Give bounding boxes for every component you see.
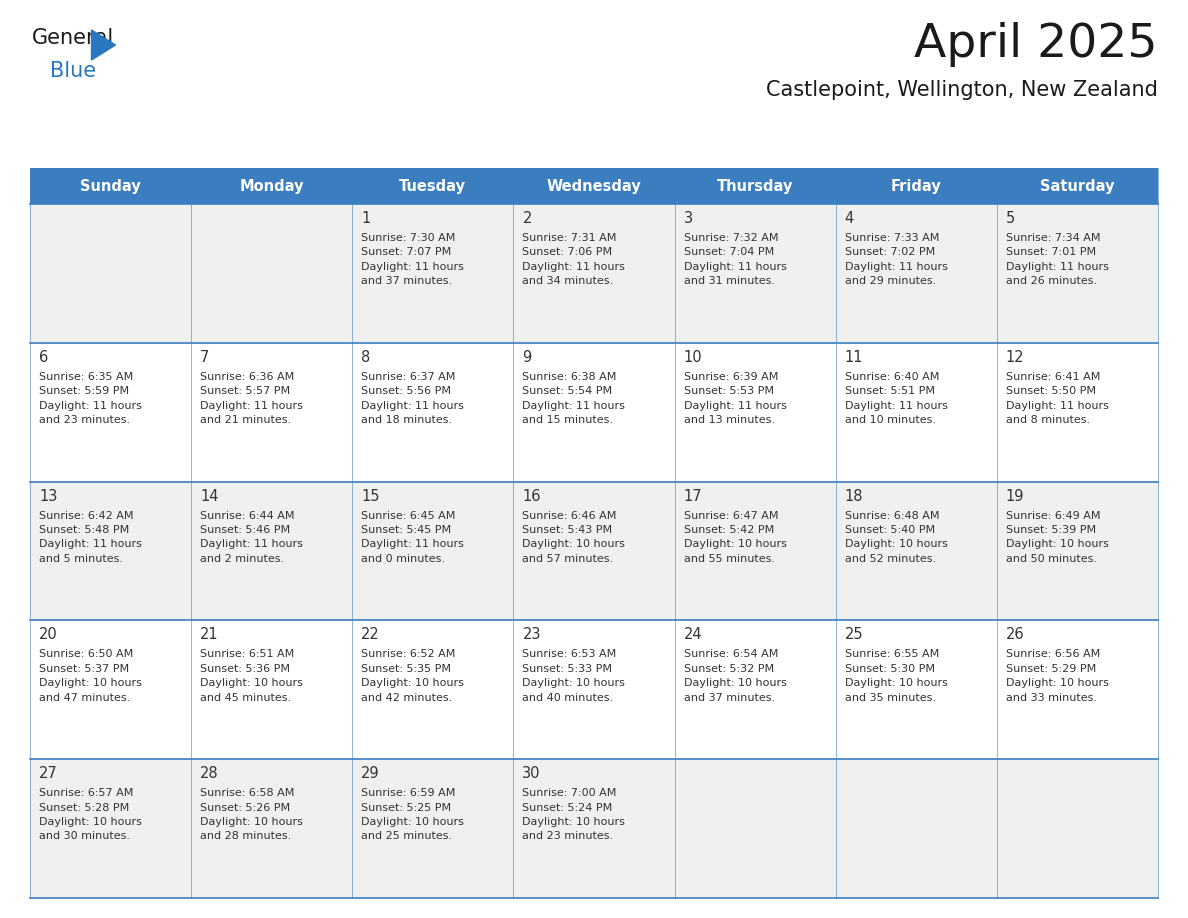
Text: General: General [32, 28, 114, 48]
Text: 14: 14 [200, 488, 219, 504]
Text: 25: 25 [845, 627, 864, 643]
Text: Sunrise: 6:45 AM
Sunset: 5:45 PM
Daylight: 11 hours
and 0 minutes.: Sunrise: 6:45 AM Sunset: 5:45 PM Dayligh… [361, 510, 465, 564]
Text: 9: 9 [523, 350, 532, 364]
Text: Sunrise: 6:50 AM
Sunset: 5:37 PM
Daylight: 10 hours
and 47 minutes.: Sunrise: 6:50 AM Sunset: 5:37 PM Dayligh… [39, 649, 141, 702]
Text: 12: 12 [1006, 350, 1024, 364]
Text: Sunrise: 6:57 AM
Sunset: 5:28 PM
Daylight: 10 hours
and 30 minutes.: Sunrise: 6:57 AM Sunset: 5:28 PM Dayligh… [39, 789, 141, 842]
Text: 27: 27 [39, 767, 58, 781]
Text: 16: 16 [523, 488, 541, 504]
Text: Sunrise: 6:36 AM
Sunset: 5:57 PM
Daylight: 11 hours
and 21 minutes.: Sunrise: 6:36 AM Sunset: 5:57 PM Dayligh… [200, 372, 303, 425]
Text: 30: 30 [523, 767, 541, 781]
Text: Sunrise: 6:46 AM
Sunset: 5:43 PM
Daylight: 10 hours
and 57 minutes.: Sunrise: 6:46 AM Sunset: 5:43 PM Dayligh… [523, 510, 625, 564]
Text: Friday: Friday [891, 178, 942, 194]
Text: April 2025: April 2025 [915, 22, 1158, 67]
Text: Sunrise: 6:42 AM
Sunset: 5:48 PM
Daylight: 11 hours
and 5 minutes.: Sunrise: 6:42 AM Sunset: 5:48 PM Dayligh… [39, 510, 141, 564]
Text: Sunrise: 6:37 AM
Sunset: 5:56 PM
Daylight: 11 hours
and 18 minutes.: Sunrise: 6:37 AM Sunset: 5:56 PM Dayligh… [361, 372, 465, 425]
Text: 17: 17 [683, 488, 702, 504]
Text: Sunrise: 6:58 AM
Sunset: 5:26 PM
Daylight: 10 hours
and 28 minutes.: Sunrise: 6:58 AM Sunset: 5:26 PM Dayligh… [200, 789, 303, 842]
Text: Castlepoint, Wellington, New Zealand: Castlepoint, Wellington, New Zealand [766, 80, 1158, 100]
Text: Sunrise: 6:40 AM
Sunset: 5:51 PM
Daylight: 11 hours
and 10 minutes.: Sunrise: 6:40 AM Sunset: 5:51 PM Dayligh… [845, 372, 948, 425]
Text: Sunrise: 6:53 AM
Sunset: 5:33 PM
Daylight: 10 hours
and 40 minutes.: Sunrise: 6:53 AM Sunset: 5:33 PM Dayligh… [523, 649, 625, 702]
Text: Sunday: Sunday [81, 178, 141, 194]
Text: Sunrise: 7:00 AM
Sunset: 5:24 PM
Daylight: 10 hours
and 23 minutes.: Sunrise: 7:00 AM Sunset: 5:24 PM Dayligh… [523, 789, 625, 842]
Text: Sunrise: 6:55 AM
Sunset: 5:30 PM
Daylight: 10 hours
and 35 minutes.: Sunrise: 6:55 AM Sunset: 5:30 PM Dayligh… [845, 649, 948, 702]
Text: Sunrise: 6:41 AM
Sunset: 5:50 PM
Daylight: 11 hours
and 8 minutes.: Sunrise: 6:41 AM Sunset: 5:50 PM Dayligh… [1006, 372, 1108, 425]
Text: Sunrise: 6:52 AM
Sunset: 5:35 PM
Daylight: 10 hours
and 42 minutes.: Sunrise: 6:52 AM Sunset: 5:35 PM Dayligh… [361, 649, 465, 702]
Text: Sunrise: 7:31 AM
Sunset: 7:06 PM
Daylight: 11 hours
and 34 minutes.: Sunrise: 7:31 AM Sunset: 7:06 PM Dayligh… [523, 233, 625, 286]
Bar [30, 168, 1158, 204]
Text: 19: 19 [1006, 488, 1024, 504]
Text: 8: 8 [361, 350, 371, 364]
Text: Sunrise: 6:51 AM
Sunset: 5:36 PM
Daylight: 10 hours
and 45 minutes.: Sunrise: 6:51 AM Sunset: 5:36 PM Dayligh… [200, 649, 303, 702]
Text: 6: 6 [39, 350, 49, 364]
Text: 29: 29 [361, 767, 380, 781]
Bar [30, 342, 1158, 482]
Text: 24: 24 [683, 627, 702, 643]
Text: 18: 18 [845, 488, 864, 504]
Polygon shape [91, 30, 115, 60]
Text: Sunrise: 7:32 AM
Sunset: 7:04 PM
Daylight: 11 hours
and 31 minutes.: Sunrise: 7:32 AM Sunset: 7:04 PM Dayligh… [683, 233, 786, 286]
Text: Sunrise: 6:56 AM
Sunset: 5:29 PM
Daylight: 10 hours
and 33 minutes.: Sunrise: 6:56 AM Sunset: 5:29 PM Dayligh… [1006, 649, 1108, 702]
Text: Thursday: Thursday [716, 178, 794, 194]
Text: 13: 13 [39, 488, 57, 504]
Text: 5: 5 [1006, 211, 1015, 226]
Text: 26: 26 [1006, 627, 1024, 643]
Text: Sunrise: 6:38 AM
Sunset: 5:54 PM
Daylight: 11 hours
and 15 minutes.: Sunrise: 6:38 AM Sunset: 5:54 PM Dayligh… [523, 372, 625, 425]
Text: Sunrise: 6:54 AM
Sunset: 5:32 PM
Daylight: 10 hours
and 37 minutes.: Sunrise: 6:54 AM Sunset: 5:32 PM Dayligh… [683, 649, 786, 702]
Text: 4: 4 [845, 211, 854, 226]
Text: Sunrise: 6:44 AM
Sunset: 5:46 PM
Daylight: 11 hours
and 2 minutes.: Sunrise: 6:44 AM Sunset: 5:46 PM Dayligh… [200, 510, 303, 564]
Text: 2: 2 [523, 211, 532, 226]
Text: 20: 20 [39, 627, 58, 643]
Text: 10: 10 [683, 350, 702, 364]
Bar [30, 482, 1158, 621]
Text: Tuesday: Tuesday [399, 178, 467, 194]
Text: Sunrise: 7:30 AM
Sunset: 7:07 PM
Daylight: 11 hours
and 37 minutes.: Sunrise: 7:30 AM Sunset: 7:07 PM Dayligh… [361, 233, 465, 286]
Text: 28: 28 [200, 767, 219, 781]
Text: Saturday: Saturday [1041, 178, 1114, 194]
Text: 15: 15 [361, 488, 380, 504]
Text: Sunrise: 6:35 AM
Sunset: 5:59 PM
Daylight: 11 hours
and 23 minutes.: Sunrise: 6:35 AM Sunset: 5:59 PM Dayligh… [39, 372, 141, 425]
Bar [30, 759, 1158, 898]
Text: Sunrise: 6:49 AM
Sunset: 5:39 PM
Daylight: 10 hours
and 50 minutes.: Sunrise: 6:49 AM Sunset: 5:39 PM Dayligh… [1006, 510, 1108, 564]
Text: 1: 1 [361, 211, 371, 226]
Text: Sunrise: 6:59 AM
Sunset: 5:25 PM
Daylight: 10 hours
and 25 minutes.: Sunrise: 6:59 AM Sunset: 5:25 PM Dayligh… [361, 789, 465, 842]
Text: Blue: Blue [50, 61, 96, 81]
Bar [30, 621, 1158, 759]
Text: Sunrise: 7:33 AM
Sunset: 7:02 PM
Daylight: 11 hours
and 29 minutes.: Sunrise: 7:33 AM Sunset: 7:02 PM Dayligh… [845, 233, 948, 286]
Text: Sunrise: 6:47 AM
Sunset: 5:42 PM
Daylight: 10 hours
and 55 minutes.: Sunrise: 6:47 AM Sunset: 5:42 PM Dayligh… [683, 510, 786, 564]
Text: Sunrise: 7:34 AM
Sunset: 7:01 PM
Daylight: 11 hours
and 26 minutes.: Sunrise: 7:34 AM Sunset: 7:01 PM Dayligh… [1006, 233, 1108, 286]
Text: 23: 23 [523, 627, 541, 643]
Text: 7: 7 [200, 350, 209, 364]
Text: 3: 3 [683, 211, 693, 226]
Text: Sunrise: 6:39 AM
Sunset: 5:53 PM
Daylight: 11 hours
and 13 minutes.: Sunrise: 6:39 AM Sunset: 5:53 PM Dayligh… [683, 372, 786, 425]
Bar [30, 204, 1158, 342]
Text: Monday: Monday [240, 178, 304, 194]
Text: Wednesday: Wednesday [546, 178, 642, 194]
Text: 11: 11 [845, 350, 864, 364]
Text: 22: 22 [361, 627, 380, 643]
Text: 21: 21 [200, 627, 219, 643]
Text: Sunrise: 6:48 AM
Sunset: 5:40 PM
Daylight: 10 hours
and 52 minutes.: Sunrise: 6:48 AM Sunset: 5:40 PM Dayligh… [845, 510, 948, 564]
